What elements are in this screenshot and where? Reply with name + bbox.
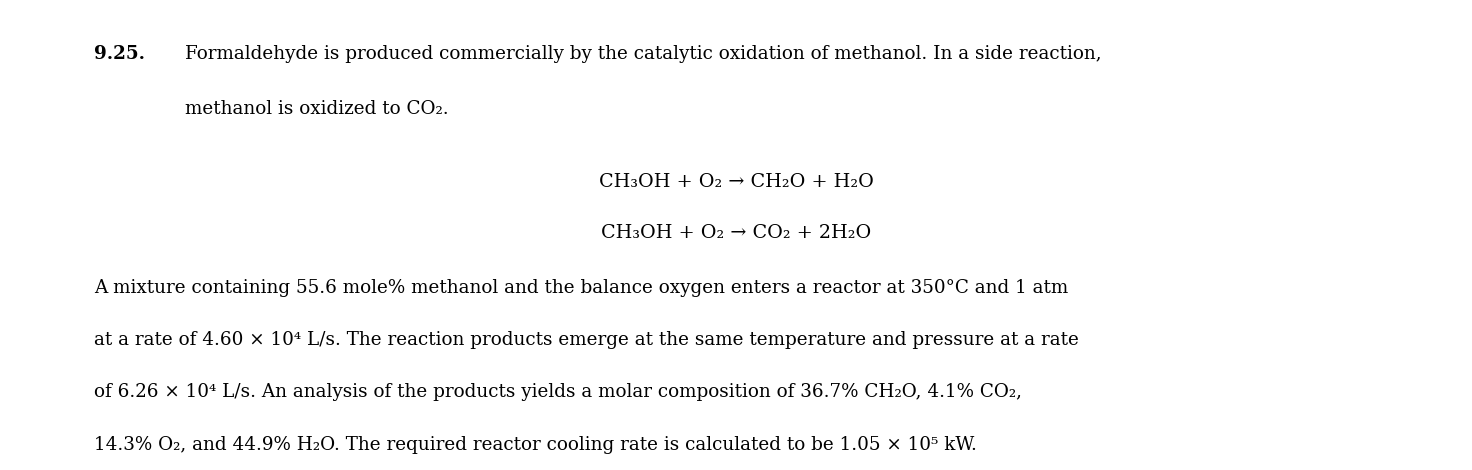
Text: methanol is oxidized to CO₂.: methanol is oxidized to CO₂. <box>185 100 449 118</box>
Text: 9.25.: 9.25. <box>94 45 146 63</box>
Text: 14.3% O₂, and 44.9% H₂O. The required reactor cooling rate is calculated to be 1: 14.3% O₂, and 44.9% H₂O. The required re… <box>94 436 977 454</box>
Text: Formaldehyde is produced commercially by the catalytic oxidation of methanol. In: Formaldehyde is produced commercially by… <box>185 45 1101 63</box>
Text: CH₃OH + O₂ → CH₂O + H₂O: CH₃OH + O₂ → CH₂O + H₂O <box>599 173 873 191</box>
Text: CH₃OH + O₂ → CO₂ + 2H₂O: CH₃OH + O₂ → CO₂ + 2H₂O <box>601 224 871 242</box>
Text: A mixture containing 55.6 mole% methanol and the balance oxygen enters a reactor: A mixture containing 55.6 mole% methanol… <box>94 279 1069 297</box>
Text: at a rate of 4.60 × 10⁴ L/s. The reaction products emerge at the same temperatur: at a rate of 4.60 × 10⁴ L/s. The reactio… <box>94 331 1079 349</box>
Text: of 6.26 × 10⁴ L/s. An analysis of the products yields a molar composition of 36.: of 6.26 × 10⁴ L/s. An analysis of the pr… <box>94 384 1022 401</box>
